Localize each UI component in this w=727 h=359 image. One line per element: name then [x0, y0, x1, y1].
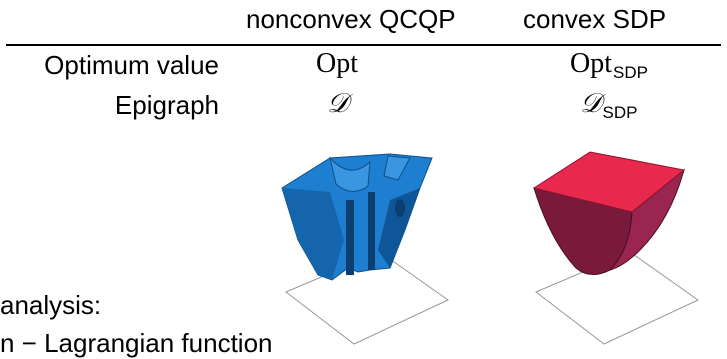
cell-epigraph-sdp-subscript: SDP	[602, 103, 638, 122]
cell-epigraph-sdp-main: 𝒟	[580, 88, 602, 119]
nonconvex-epigraph-figure	[281, 153, 449, 345]
footer-lagrangian-text: n − Lagrangian function	[0, 328, 273, 358]
convex-epigraph-figure	[532, 151, 699, 345]
header-rule	[6, 44, 721, 46]
cell-epigraph-sdp: 𝒟SDP	[580, 88, 638, 123]
footer-analysis-text: analysis:	[0, 290, 102, 320]
header-convex-sdp: convex SDP	[523, 4, 667, 34]
convex-side-right	[608, 168, 685, 272]
nonconvex-slot-1	[346, 200, 354, 275]
row-label-optimum-value: Optimum value	[44, 50, 219, 80]
nonconvex-cutout-left	[329, 156, 371, 192]
cell-opt-sdp-main: Opt	[570, 48, 612, 79]
cell-opt-nonconvex: Opt	[316, 48, 358, 79]
header-nonconvex-qcqp: nonconvex QCQP	[246, 4, 456, 34]
nonconvex-hole	[395, 199, 405, 217]
cell-epigraph-nonconvex: 𝒟	[327, 88, 349, 119]
nonconvex-side-right	[378, 188, 420, 268]
nonconvex-slot-2	[368, 192, 375, 270]
nonconvex-cutout-right	[383, 155, 411, 181]
cell-opt-sdp-subscript: SDP	[613, 63, 648, 82]
convex-top-face	[532, 151, 686, 213]
row-label-epigraph: Epigraph	[114, 90, 219, 120]
nonconvex-side-left	[282, 188, 344, 280]
cell-opt-sdp: OptSDP	[570, 48, 648, 83]
